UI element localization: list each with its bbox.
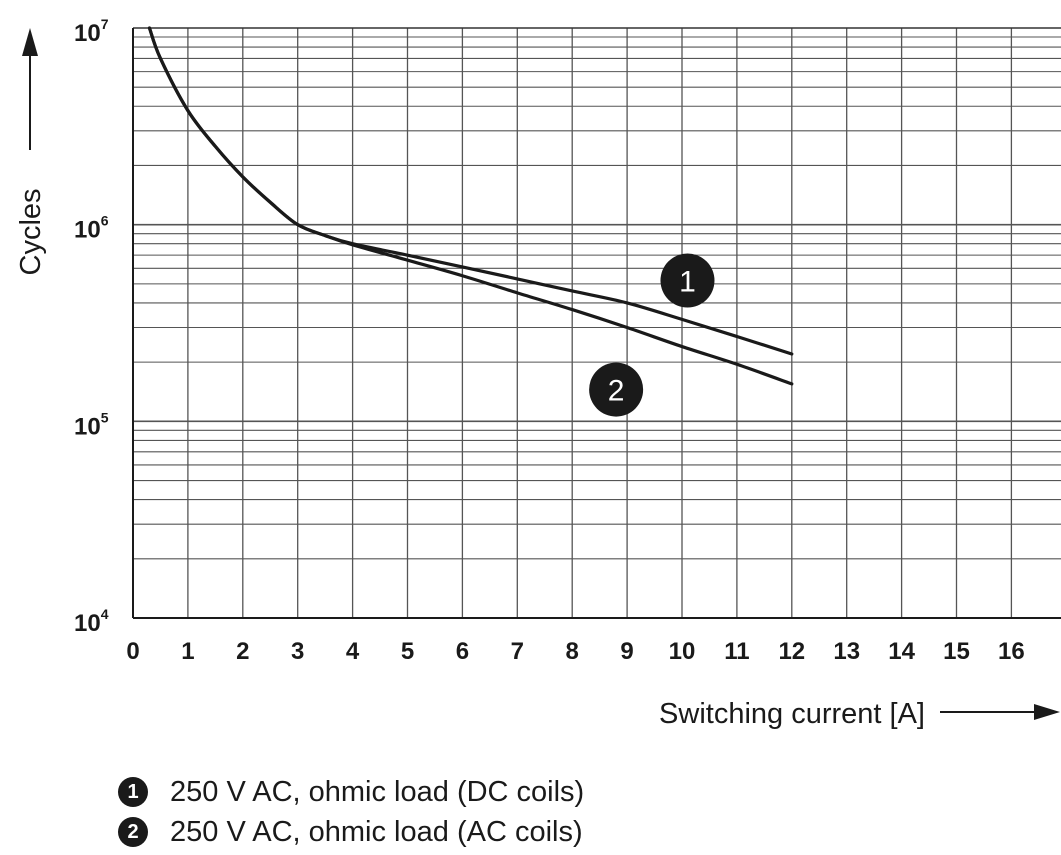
series-marker-label: 2 bbox=[608, 375, 625, 408]
legend-item-2: 2 250 V AC, ohmic load (AC coils) bbox=[118, 812, 584, 852]
x-tick-label: 3 bbox=[291, 638, 304, 665]
x-tick-label: 0 bbox=[126, 638, 139, 665]
series-markers: 12 bbox=[589, 253, 715, 417]
x-tick-label: 12 bbox=[778, 638, 805, 665]
legend-bullet-1: 1 bbox=[118, 777, 148, 807]
legend-item-1: 1 250 V AC, ohmic load (DC coils) bbox=[118, 772, 584, 812]
legend: 1 250 V AC, ohmic load (DC coils) 2 250 … bbox=[118, 772, 584, 852]
y-tick-label: 105 bbox=[74, 409, 109, 440]
y-axis-arrow bbox=[22, 28, 38, 150]
y-tick-label: 106 bbox=[74, 213, 109, 244]
x-tick-label: 15 bbox=[943, 638, 970, 665]
x-tick-label: 14 bbox=[888, 638, 915, 665]
x-tick-label: 16 bbox=[998, 638, 1025, 665]
x-tick-label: 13 bbox=[833, 638, 860, 665]
legend-bullet-2: 2 bbox=[118, 817, 148, 847]
x-axis-label: Switching current [A] bbox=[659, 698, 925, 730]
x-tick-label: 7 bbox=[511, 638, 524, 665]
x-tick-label: 2 bbox=[236, 638, 249, 665]
y-tick-label: 107 bbox=[74, 16, 109, 47]
x-tick-label: 5 bbox=[401, 638, 414, 665]
series-marker-circle bbox=[660, 253, 715, 308]
legend-label-2: 250 V AC, ohmic load (AC coils) bbox=[170, 816, 583, 848]
grid bbox=[133, 27, 1061, 618]
series-line-2 bbox=[147, 26, 794, 386]
series-lines bbox=[147, 26, 794, 386]
series-marker-label: 1 bbox=[679, 266, 696, 299]
legend-label-1: 250 V AC, ohmic load (DC coils) bbox=[170, 776, 585, 808]
x-tick-label: 11 bbox=[724, 638, 749, 665]
y-tick-labels: 107 106 105 104 bbox=[74, 16, 109, 637]
x-tick-label: 10 bbox=[669, 638, 696, 665]
x-tick-label: 9 bbox=[620, 638, 633, 665]
x-tick-label: 1 bbox=[181, 638, 194, 665]
x-tick-label: 8 bbox=[566, 638, 579, 665]
series-marker-1: 1 bbox=[660, 253, 715, 308]
series-marker-2: 2 bbox=[589, 362, 644, 417]
y-axis-label: Cycles bbox=[15, 188, 47, 275]
axes bbox=[132, 28, 1061, 619]
y-tick-label: 104 bbox=[74, 606, 109, 637]
x-tick-label: 4 bbox=[346, 638, 360, 665]
x-axis-arrow bbox=[940, 704, 1060, 720]
series-marker-circle bbox=[589, 362, 644, 417]
x-tick-label: 6 bbox=[456, 638, 469, 665]
x-tick-labels: 0 1 2 3 4 5 6 7 8 9 10 11 12 13 14 15 16 bbox=[126, 638, 1024, 665]
